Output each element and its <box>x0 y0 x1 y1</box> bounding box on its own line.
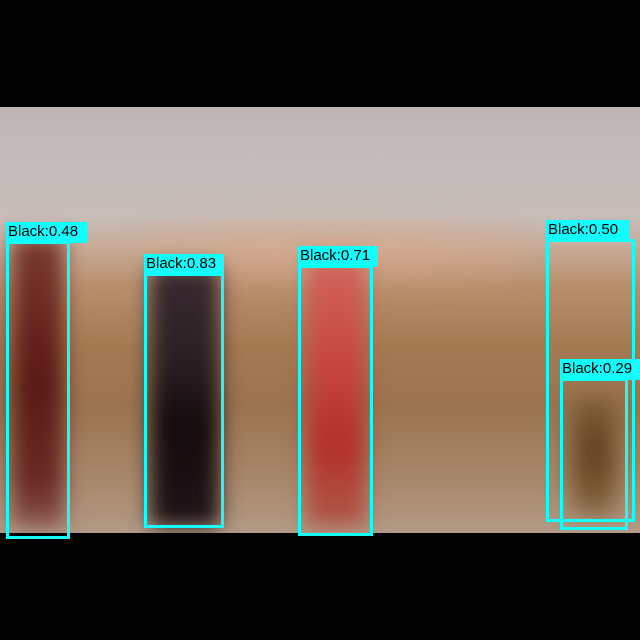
detection-label: Black:0.71 <box>298 246 378 267</box>
detection-label: Black:0.48 <box>6 222 87 243</box>
detection-box <box>560 378 628 530</box>
detection-box <box>298 265 373 536</box>
detection-label: Black:0.29 <box>560 359 640 380</box>
detection-label: Black:0.50 <box>546 220 630 241</box>
red-stripe <box>306 257 366 527</box>
photo <box>0 107 640 533</box>
brown-spot <box>566 397 622 517</box>
detection-box <box>6 241 70 539</box>
dark-red-stripe <box>12 237 64 527</box>
detection-label: Black:0.83 <box>144 254 224 275</box>
black-stripe <box>150 267 220 527</box>
detection-box <box>144 273 224 528</box>
